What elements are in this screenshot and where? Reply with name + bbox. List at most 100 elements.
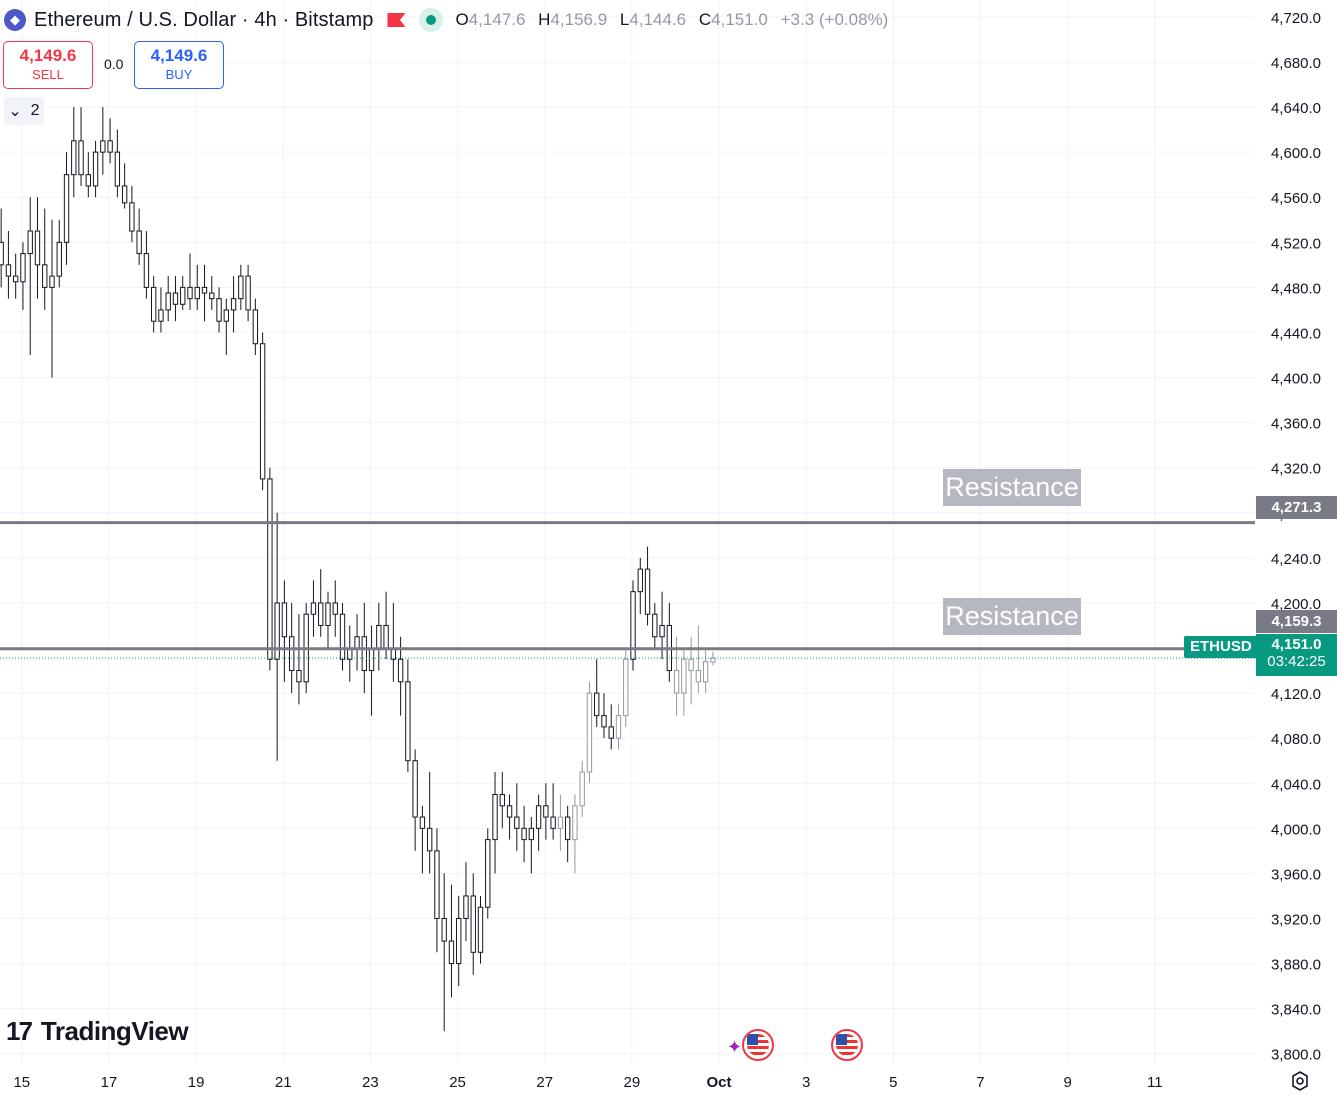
buy-button[interactable]: 4,149.6 BUY	[134, 41, 224, 89]
resistance-label-lower[interactable]: Resistance	[943, 598, 1081, 635]
candle-body	[296, 670, 302, 683]
candle-body	[151, 286, 157, 322]
candle-body	[710, 657, 716, 663]
candle-body	[339, 613, 346, 660]
candle-body	[201, 286, 208, 294]
y-axis-tick-label: 4,000.0	[1271, 821, 1321, 838]
candle-body	[158, 309, 164, 322]
x-axis-tick-label: 11	[1147, 1074, 1163, 1091]
candle-body	[419, 816, 426, 829]
candle-body	[194, 286, 200, 300]
tradingview-mark-icon: 17	[6, 1016, 33, 1046]
y-axis-tick-label: 3,880.0	[1271, 957, 1321, 974]
y-axis-tick-label: 3,800.0	[1271, 1047, 1321, 1064]
indicator-legend-toggle[interactable]: ⌄ 2	[4, 97, 44, 125]
sell-button[interactable]: 4,149.6 SELL	[3, 41, 93, 89]
x-axis-tick-label: 19	[188, 1074, 205, 1091]
candle-body	[354, 636, 360, 649]
candle-body	[121, 185, 128, 204]
candle-body	[594, 692, 600, 717]
last-price-value: 4,151.0	[1271, 636, 1322, 653]
candle-body	[557, 816, 564, 829]
x-axis-tick-label: 9	[1063, 1074, 1071, 1091]
ohlc-values: O4,147.6 H4,156.9 L4,144.6 C4,151.0 +3.3…	[455, 10, 889, 29]
candle-body	[586, 692, 593, 773]
candle-body	[485, 839, 491, 908]
candle-body	[56, 241, 62, 277]
candle-body	[107, 140, 113, 153]
chart-header: ◆ Ethereum / U.S. Dollar · 4h · Bitstamp…	[0, 6, 888, 34]
candle-body	[492, 794, 498, 841]
x-axis-tick-label: 27	[536, 1074, 553, 1091]
candle-body	[673, 670, 680, 694]
candle-body	[456, 917, 462, 965]
x-axis-tick-label: 25	[449, 1074, 466, 1091]
candle-body	[238, 275, 244, 300]
bar-countdown: 03:42:25	[1267, 653, 1326, 670]
candle-body	[681, 658, 687, 694]
x-axis-tick-label: Oct	[707, 1074, 732, 1091]
symbol-title[interactable]: Ethereum / U.S. Dollar · 4h · Bitstamp	[34, 8, 374, 31]
candle-body	[615, 715, 622, 739]
candle-body	[325, 602, 331, 626]
candle-body	[514, 816, 520, 829]
candle-body	[274, 602, 280, 660]
y-axis-tick-label: 4,520.0	[1271, 235, 1321, 252]
candle-body	[332, 602, 338, 615]
flag-icon[interactable]	[387, 13, 405, 27]
y-axis-tick-label: 4,680.0	[1271, 55, 1321, 72]
candle-body	[63, 174, 70, 243]
x-axis-tick-label: 3	[802, 1074, 810, 1091]
candle-body	[230, 298, 237, 311]
candle-body	[412, 760, 418, 818]
indicator-count: 2	[30, 102, 40, 119]
candle-body	[572, 805, 578, 841]
y-axis-tick-label: 4,040.0	[1271, 776, 1321, 793]
market-status-icon[interactable]	[419, 8, 444, 32]
candle-body	[245, 275, 251, 311]
candle-body	[528, 827, 535, 841]
settings-gear-icon[interactable]	[1290, 1071, 1310, 1091]
us-event-icon-2[interactable]	[831, 1029, 863, 1061]
y-axis-tick-label: 4,720.0	[1271, 10, 1321, 27]
candle-body	[688, 658, 694, 672]
candle-body	[601, 715, 607, 728]
x-axis-tick-label: 29	[624, 1074, 641, 1091]
candle-body	[397, 658, 404, 683]
ethereum-icon: ◆	[4, 9, 26, 31]
resistance-label-upper[interactable]: Resistance	[943, 469, 1081, 506]
sell-price: 4,149.6	[19, 46, 77, 65]
candle-body	[13, 275, 19, 283]
candle-body	[5, 264, 12, 277]
us-event-icon[interactable]	[742, 1029, 774, 1061]
candle-body	[92, 151, 99, 187]
last-price-tag: 4,151.0 03:42:25	[1256, 634, 1337, 676]
candle-body	[187, 286, 193, 300]
candle-body	[535, 805, 542, 829]
candle-body	[702, 661, 709, 683]
candle-body	[216, 298, 222, 322]
y-axis-tick-label: 4,120.0	[1271, 686, 1321, 703]
x-axis-tick-label: 23	[362, 1074, 379, 1091]
candle-body	[288, 636, 295, 672]
candle-body	[252, 309, 259, 345]
y-axis-tick-label: 4,200.0	[1271, 596, 1321, 613]
y-axis-tick-label: 3,840.0	[1271, 1002, 1321, 1019]
candle-body	[434, 850, 440, 919]
price-change: +3.3 (+0.08%)	[780, 10, 889, 29]
candle-body	[499, 794, 505, 807]
resistance-upper-price-tag: 4,271.3	[1256, 496, 1337, 519]
candle-body	[521, 827, 527, 841]
symbol-tag: ETHUSD	[1184, 636, 1258, 658]
candle-body	[165, 292, 171, 311]
x-axis-tick-label: 17	[101, 1074, 118, 1091]
candle-body	[564, 816, 571, 841]
candle-body	[448, 940, 455, 965]
candle-body	[209, 292, 215, 300]
candle-body	[136, 230, 142, 255]
candle-body	[114, 151, 121, 187]
candle-body	[608, 726, 614, 739]
spread-value: 0.0	[104, 56, 124, 72]
buy-price: 4,149.6	[150, 46, 208, 65]
